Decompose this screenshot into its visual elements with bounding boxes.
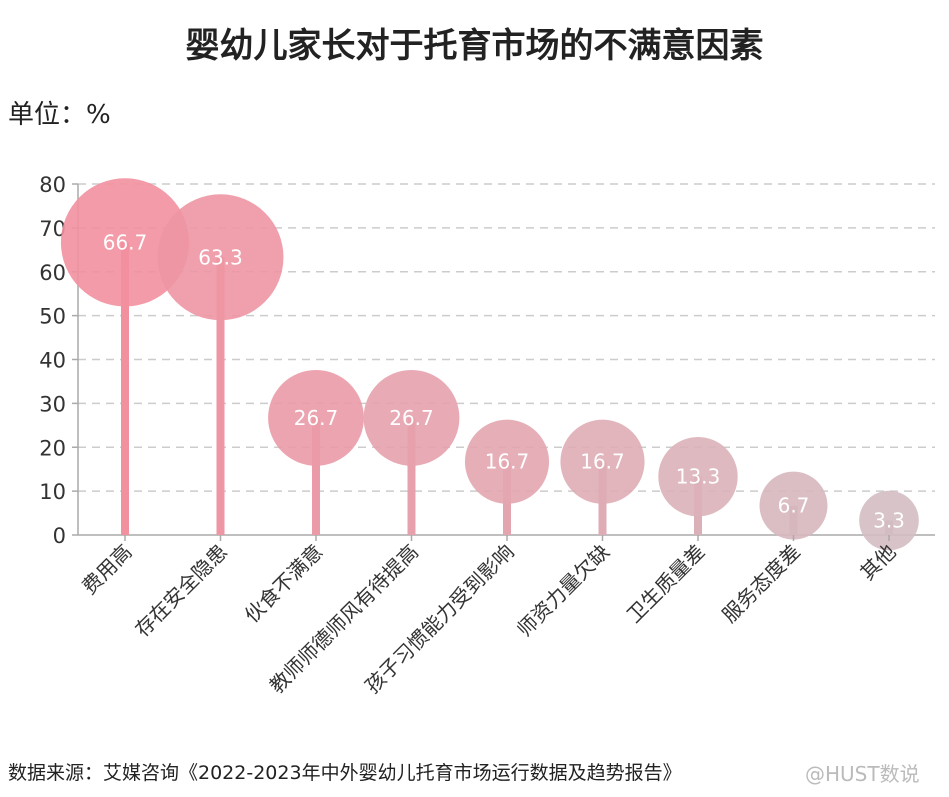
- data-label: 26.7: [294, 406, 339, 430]
- data-label: 13.3: [676, 465, 721, 489]
- bubble: [157, 194, 284, 321]
- bubble: [464, 419, 550, 504]
- x-tick-label: 伙食不满意: [240, 540, 328, 628]
- watermark: @HUST数说: [805, 762, 920, 786]
- data-label: 16.7: [580, 450, 625, 474]
- bubble: [560, 419, 645, 504]
- y-tick-label: 60: [39, 261, 66, 285]
- data-label: 6.7: [778, 494, 810, 518]
- unit-label: 单位：%: [8, 100, 111, 130]
- data-label: 66.7: [103, 230, 148, 254]
- x-tick-label: 费用高: [77, 540, 136, 599]
- data-label: 26.7: [389, 406, 434, 430]
- bubble: [759, 471, 828, 540]
- bubble: [268, 369, 364, 466]
- y-tick-label: 0: [53, 524, 66, 548]
- source-note: 数据来源：艾媒咨询《2022-2023年中外婴幼儿托育市场运行数据及趋势报告》: [8, 762, 682, 784]
- y-tick-label: 50: [39, 305, 66, 329]
- y-tick-label: 30: [39, 392, 66, 416]
- data-label: 3.3: [873, 509, 905, 533]
- x-tick-label: 师资力量欠缺: [512, 540, 614, 642]
- x-tick-label: 存在安全隐患: [130, 540, 232, 642]
- x-tick-label: 卫生质量差: [622, 540, 710, 628]
- data-label: 63.3: [198, 245, 243, 269]
- bubble: [363, 369, 460, 466]
- y-tick-label: 20: [39, 436, 66, 460]
- bubble: [658, 436, 738, 517]
- bubble: [60, 178, 190, 307]
- x-tick-label: 服务态度差: [717, 540, 805, 628]
- data-label: 16.7: [485, 450, 530, 474]
- y-tick-label: 80: [39, 173, 66, 197]
- chart-title: 婴幼儿家长对于托育市场的不满意因素: [185, 26, 764, 66]
- y-tick-label: 40: [39, 349, 66, 373]
- bubble: [859, 490, 919, 551]
- y-tick-label: 10: [39, 480, 66, 504]
